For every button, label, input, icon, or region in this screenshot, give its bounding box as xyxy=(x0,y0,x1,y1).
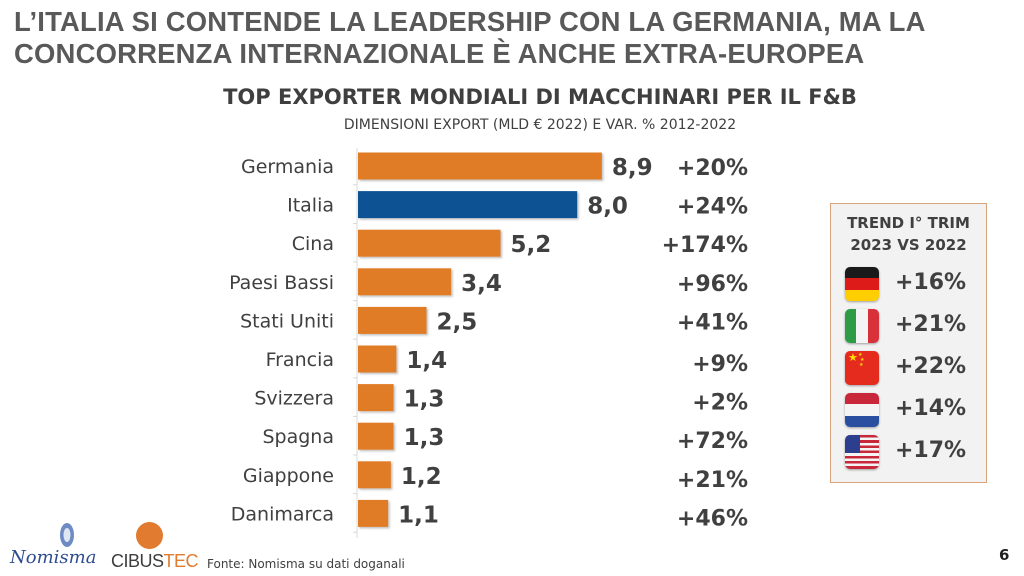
variation-label: +21% xyxy=(677,468,748,493)
category-label: Stati Uniti xyxy=(240,310,334,332)
page-number: 6 xyxy=(999,546,1010,564)
trend-value: +17% xyxy=(895,438,967,463)
variation-label: +72% xyxy=(677,429,748,454)
trend-row-paesi-bassi: +14% xyxy=(843,393,983,429)
source-note: Fonte: Nomisma su dati doganali xyxy=(207,557,405,571)
trend-row-stati-uniti: +17% xyxy=(843,435,983,471)
cibustec-emblem-icon xyxy=(136,522,163,549)
value-label: 2,5 xyxy=(437,309,478,335)
category-label: Giappone xyxy=(243,465,334,487)
slide-headline: L’ITALIA SI CONTENDE LA LEADERSHIP CON L… xyxy=(14,6,994,70)
bar-chart: Germania 8,9 +20% Italia 8,0 +24% Cina 5,2 +174%… xyxy=(229,148,748,538)
cibustec-wordmark-a: CIBUS xyxy=(111,551,164,571)
trend-title-line-1: TREND I° TRIM xyxy=(847,214,970,232)
trend-title-line-2: 2023 VS 2022 xyxy=(850,236,967,254)
variation-label: +9% xyxy=(692,352,748,377)
value-label: 8,0 xyxy=(587,194,628,220)
trend-row-italia: +21% xyxy=(843,309,983,345)
bar-danimarca xyxy=(358,499,389,527)
variation-label: +174% xyxy=(662,233,748,258)
headline-line-2: CONCORRENZA INTERNAZIONALE È ANCHE EXTRA… xyxy=(14,38,865,69)
italy-flag-icon xyxy=(845,309,879,343)
cibustec-wordmark: CIBUSTEC xyxy=(111,551,199,572)
value-label: 1,1 xyxy=(398,502,439,528)
value-label: 1,4 xyxy=(406,348,447,374)
bar-germania xyxy=(358,152,602,180)
bar-svizzera xyxy=(358,384,394,412)
bar-cina xyxy=(358,229,501,257)
bar-stati-uniti xyxy=(358,306,427,334)
category-label: Svizzera xyxy=(254,388,334,410)
variation-label: +20% xyxy=(677,156,748,181)
bar-giappone xyxy=(358,461,391,489)
value-label: 1,3 xyxy=(404,425,445,451)
category-label: Spagna xyxy=(262,426,334,448)
value-label: 1,2 xyxy=(401,464,442,490)
nomisma-emblem-icon xyxy=(60,523,74,547)
netherlands-flag-icon xyxy=(845,393,879,427)
category-label: Danimarca xyxy=(231,503,334,525)
value-label: 8,9 xyxy=(612,155,653,181)
cibustec-wordmark-b: TEC xyxy=(163,551,199,571)
variation-label: +46% xyxy=(677,506,748,531)
value-label: 5,2 xyxy=(510,232,551,258)
value-label: 1,3 xyxy=(404,387,445,413)
germany-flag-icon xyxy=(845,267,879,301)
category-label: Italia xyxy=(287,195,334,217)
value-label: 3,4 xyxy=(461,271,502,297)
category-label: Germania xyxy=(241,156,334,178)
trend-row-cina: ★ ★ ★ ★ +22% xyxy=(843,351,983,387)
category-label: Paesi Bassi xyxy=(229,272,334,294)
headline-line-1: L’ITALIA SI CONTENDE LA LEADERSHIP CON L… xyxy=(14,6,926,37)
usa-flag-icon xyxy=(845,435,879,469)
china-flag-icon: ★ ★ ★ ★ xyxy=(845,351,879,385)
bar-italia xyxy=(358,191,578,219)
trend-row-germania: +16% xyxy=(843,267,983,303)
trend-title: TREND I° TRIM 2023 VS 2022 xyxy=(831,212,986,256)
bar-spagna xyxy=(358,422,394,450)
bar-francia xyxy=(358,345,397,373)
variation-label: +24% xyxy=(677,195,748,220)
variation-label: +2% xyxy=(692,391,748,416)
category-label: Francia xyxy=(266,349,334,371)
trend-value: +14% xyxy=(895,396,967,421)
trend-value: +16% xyxy=(895,270,967,295)
chart-title: TOP EXPORTER MONDIALI DI MACCHINARI PER … xyxy=(223,85,857,109)
category-label: Cina xyxy=(292,233,334,255)
variation-label: +41% xyxy=(677,310,748,335)
bar-paesi-bassi xyxy=(358,268,452,296)
trend-value: +21% xyxy=(895,312,967,337)
nomisma-wordmark: Nomisma xyxy=(10,547,97,568)
variation-label: +96% xyxy=(677,272,748,297)
trend-q1-panel: TREND I° TRIM 2023 VS 2022 +16% +21% ★ ★… xyxy=(830,203,987,483)
trend-value: +22% xyxy=(895,354,967,379)
chart-subtitle: DIMENSIONI EXPORT (MLD € 2022) E VAR. % … xyxy=(343,117,737,133)
